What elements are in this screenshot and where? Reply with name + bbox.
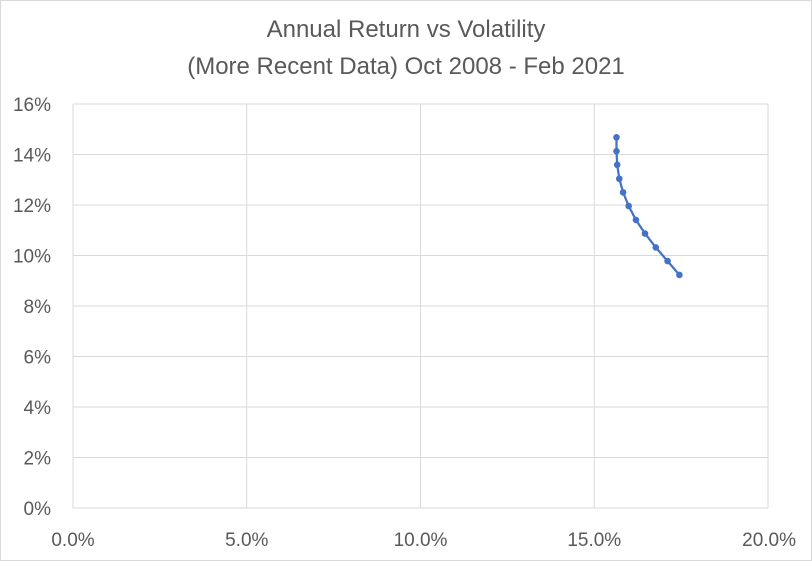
y-tick-label: 6% [24, 348, 52, 369]
data-point [613, 161, 621, 169]
data-point [652, 244, 660, 251]
x-tick-label: 15.0% [567, 530, 621, 551]
data-point [613, 134, 620, 141]
data-point [664, 257, 671, 265]
y-axis-ticks: 0% 2% 4% 6% 8% 10% 12% 14% 16% [13, 95, 51, 520]
data-point [619, 189, 627, 196]
y-tick-label: 14% [13, 146, 51, 167]
y-tick-label: 12% [13, 196, 51, 217]
data-point [676, 271, 683, 279]
data-point [625, 202, 632, 210]
y-tick-label: 0% [24, 499, 52, 520]
data-point [632, 216, 640, 224]
data-point [615, 175, 623, 183]
x-tick-label: 5.0% [225, 530, 268, 551]
y-tick-label: 10% [13, 247, 51, 268]
x-tick-label: 0.0% [51, 530, 94, 551]
x-tick-label: 20.0% [742, 530, 796, 551]
data-point [641, 230, 649, 237]
chart-subtitle: (More Recent Data) Oct 2008 - Feb 2021 [187, 53, 625, 80]
y-tick-label: 4% [24, 398, 52, 419]
data-point [613, 147, 620, 155]
x-tick-label: 10.0% [394, 530, 448, 551]
y-tick-label: 16% [13, 95, 51, 116]
chart-title: Annual Return vs Volatility [267, 16, 546, 43]
y-tick-label: 2% [24, 449, 52, 470]
grid [72, 103, 769, 509]
y-tick-label: 8% [24, 297, 52, 318]
x-axis-ticks: 0.0% 5.0% 10.0% 15.0% 20.0% [51, 530, 796, 551]
series-layer [613, 134, 683, 279]
